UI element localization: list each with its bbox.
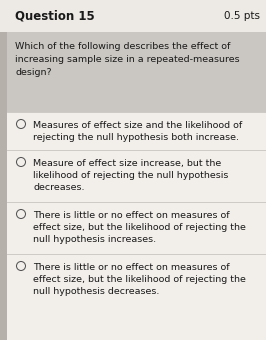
Text: There is little or no effect on measures of: There is little or no effect on measures…	[33, 211, 230, 220]
Text: Measures of effect size and the likelihood of: Measures of effect size and the likeliho…	[33, 121, 242, 130]
Text: null hypothesis decreases.: null hypothesis decreases.	[33, 287, 159, 296]
Text: increasing sample size in a repeated-measures: increasing sample size in a repeated-mea…	[15, 55, 240, 64]
Text: 0.5 pts: 0.5 pts	[224, 11, 260, 21]
Bar	[0, 0, 266, 32]
Text: Which of the following describes the effect of: Which of the following describes the eff…	[15, 42, 230, 51]
Text: There is little or no effect on measures of: There is little or no effect on measures…	[33, 263, 230, 272]
Text: effect size, but the likelihood of rejecting the: effect size, but the likelihood of rejec…	[33, 275, 246, 284]
Text: Measure of effect size increase, but the: Measure of effect size increase, but the	[33, 159, 221, 168]
Text: Question 15: Question 15	[15, 10, 95, 22]
Text: rejecting the null hypothesis both increase.: rejecting the null hypothesis both incre…	[33, 133, 239, 142]
Bar	[0, 32, 7, 340]
Text: effect size, but the likelihood of rejecting the: effect size, but the likelihood of rejec…	[33, 223, 246, 232]
Text: likelihood of rejecting the null hypothesis: likelihood of rejecting the null hypothe…	[33, 171, 228, 180]
Text: design?: design?	[15, 68, 52, 77]
Text: null hypothesis increases.: null hypothesis increases.	[33, 235, 156, 244]
Text: decreases.: decreases.	[33, 183, 85, 192]
Bar	[7, 32, 266, 112]
